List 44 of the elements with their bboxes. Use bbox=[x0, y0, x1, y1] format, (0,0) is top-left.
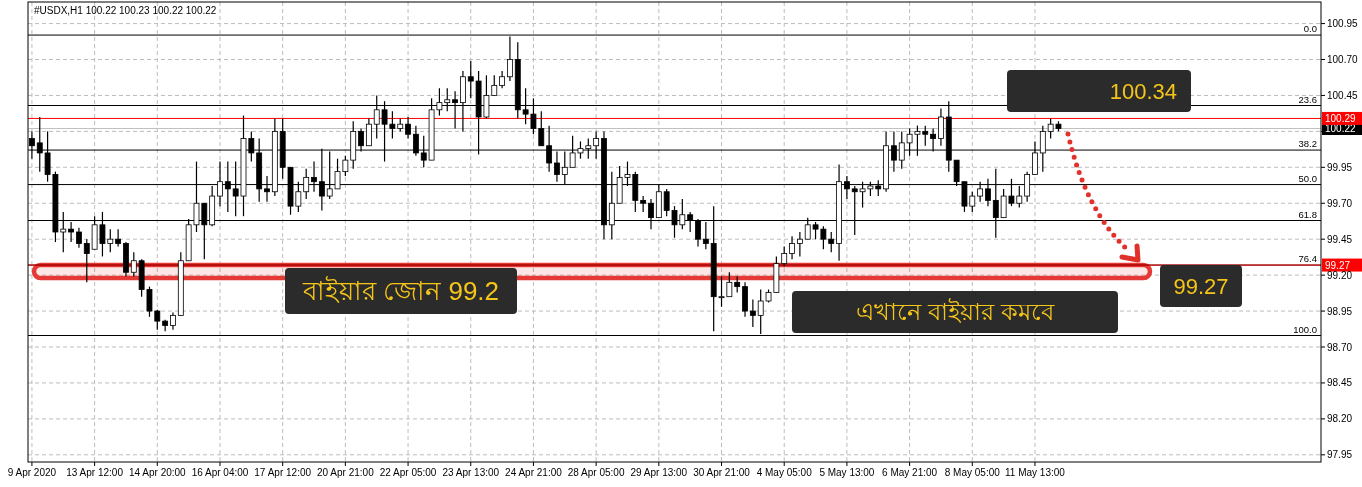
y-tick-label: 98.45 bbox=[1327, 377, 1353, 389]
chart-title: #USDX,H1 100.22 100.23 100.22 100.22 bbox=[34, 5, 217, 16]
x-tick-label: 5 May 13:00 bbox=[819, 467, 875, 478]
y-tick-label: 98.70 bbox=[1327, 341, 1353, 353]
y-tick-label: 99.70 bbox=[1327, 197, 1353, 209]
ref-line-label: 100.22 bbox=[1325, 123, 1357, 134]
y-tick-label: 100.70 bbox=[1327, 54, 1359, 65]
annotation: 50.0 bbox=[1298, 172, 1317, 184]
annotation: 61.8 bbox=[1298, 208, 1317, 220]
annotation: 100.34 bbox=[1109, 78, 1177, 104]
x-tick-label: 28 Apr 05:00 bbox=[567, 467, 625, 478]
x-tick-label: 23 Apr 13:00 bbox=[442, 467, 500, 478]
y-tick-label: 98.20 bbox=[1327, 413, 1353, 425]
ref-line-label: 99.27 bbox=[1325, 259, 1351, 271]
y-tick-label: 97.95 bbox=[1327, 449, 1353, 461]
y-tick-label: 99.95 bbox=[1327, 161, 1353, 173]
x-tick-label: 6 May 21:00 bbox=[882, 467, 938, 478]
x-tick-label: 22 Apr 05:00 bbox=[379, 467, 437, 478]
annotation: 99.27 bbox=[1173, 273, 1229, 299]
x-tick-label: 16 Apr 04:00 bbox=[191, 467, 249, 478]
x-tick-label: 30 Apr 21:00 bbox=[693, 467, 751, 478]
annotation: 100.0 bbox=[1293, 323, 1317, 335]
x-tick-label: 9 Apr 2020 bbox=[7, 467, 57, 478]
annotation: 38.2 bbox=[1298, 138, 1317, 150]
x-tick-label: 13 Apr 12:00 bbox=[66, 467, 124, 478]
x-tick-label: 11 May 13:00 bbox=[1005, 467, 1066, 478]
x-tick-label: 8 May 05:00 bbox=[944, 467, 1001, 478]
annotation: 76.4 bbox=[1298, 253, 1317, 265]
x-tick-label: 24 Apr 21:00 bbox=[505, 467, 563, 478]
x-tick-label: 20 Apr 21:00 bbox=[317, 467, 375, 478]
y-tick-label: 99.45 bbox=[1327, 233, 1353, 245]
y-tick-label: 100.95 bbox=[1327, 18, 1359, 30]
y-tick-label: 98.95 bbox=[1327, 305, 1353, 317]
annotation: 0.0 bbox=[1303, 23, 1317, 35]
x-tick-label: 17 Apr 12:00 bbox=[254, 467, 312, 478]
y-tick-label: 100.45 bbox=[1327, 89, 1359, 101]
annotation: বাইয়ার জোন 99.2 bbox=[301, 276, 500, 307]
annotation: এখানে বাইয়ার কমবে bbox=[856, 298, 1055, 326]
y-tick-label: 99.20 bbox=[1327, 269, 1353, 281]
x-tick-label: 4 May 05:00 bbox=[756, 467, 813, 478]
ref-line-label: 100.29 bbox=[1325, 112, 1357, 124]
annotation: 23.6 bbox=[1298, 93, 1317, 105]
x-tick-label: 29 Apr 13:00 bbox=[630, 467, 688, 478]
x-tick-label: 14 Apr 20:00 bbox=[128, 467, 187, 478]
